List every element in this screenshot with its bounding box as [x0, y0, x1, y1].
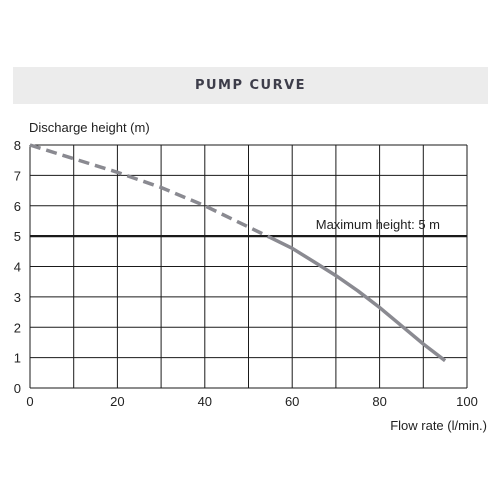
y-tick-label: 7 — [14, 168, 21, 183]
x-tick-label: 60 — [285, 394, 299, 409]
y-tick-label: 6 — [14, 199, 21, 214]
reference-lines: Maximum height: 5 m — [30, 217, 467, 238]
y-tick-label: 5 — [14, 229, 21, 244]
y-tick-label: 8 — [14, 138, 21, 153]
chart-title-band: PUMP CURVE — [13, 67, 488, 104]
grid — [29, 144, 468, 389]
y-tick-label: 2 — [14, 320, 21, 335]
y-tick-label: 1 — [14, 351, 21, 366]
x-tick-label: 0 — [26, 394, 33, 409]
x-tick-label: 80 — [372, 394, 386, 409]
y-axis-label: Discharge height (m) — [29, 120, 150, 135]
pump-curve — [29, 143, 447, 363]
x-tick-label: 20 — [110, 394, 124, 409]
chart-title: PUMP CURVE — [194, 78, 307, 93]
curve-dashed-segment — [29, 143, 272, 240]
y-tick-label: 4 — [14, 260, 21, 275]
x-axis-label: Flow rate (l/min.) — [390, 418, 487, 433]
max-height-label: Maximum height: 5 m — [316, 217, 440, 232]
y-tick-label: 0 — [14, 381, 21, 396]
x-tick-label: 100 — [456, 394, 478, 409]
curve-solid-segment — [269, 236, 447, 363]
y-tick-label: 3 — [14, 290, 21, 305]
x-tick-label: 40 — [198, 394, 212, 409]
